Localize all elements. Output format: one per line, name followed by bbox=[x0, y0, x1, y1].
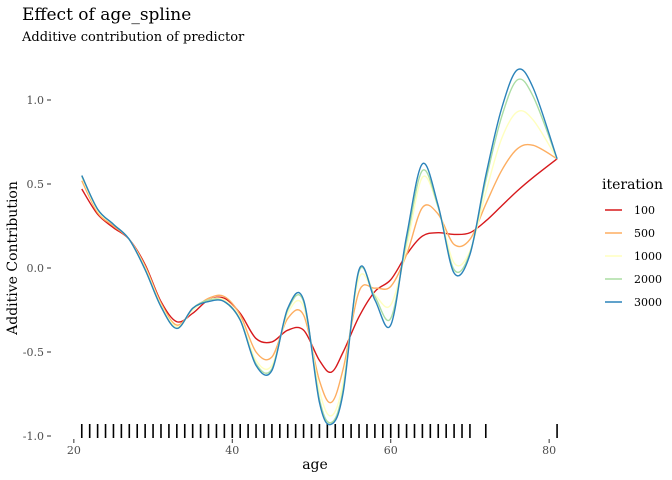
y-tick-label: -1.0 bbox=[23, 430, 44, 443]
legend-label-3000: 3000 bbox=[634, 296, 662, 309]
y-tick-label: 0.0 bbox=[27, 262, 45, 275]
series-line-1000 bbox=[81, 109, 558, 417]
series-line-2000 bbox=[81, 78, 558, 424]
x-axis-title: age bbox=[302, 457, 328, 473]
x-axis: 20 40 60 80 bbox=[67, 439, 556, 457]
y-tick-label: 1.0 bbox=[27, 94, 45, 107]
y-tick-label: -0.5 bbox=[23, 346, 44, 359]
x-tick-label: 40 bbox=[225, 444, 239, 457]
legend-label-2000: 2000 bbox=[634, 273, 662, 286]
rug-marks bbox=[80, 424, 558, 438]
x-tick-label: 60 bbox=[384, 444, 398, 457]
series-line-100 bbox=[81, 158, 558, 374]
legend-label-500: 500 bbox=[634, 227, 655, 240]
y-axis-title: Additive Contribution bbox=[5, 181, 21, 336]
series-line-500 bbox=[81, 143, 558, 404]
series-line-3000 bbox=[81, 68, 558, 426]
legend-label-100: 100 bbox=[634, 204, 655, 217]
x-tick-label: 80 bbox=[542, 444, 556, 457]
y-tick-label: 0.5 bbox=[27, 178, 45, 191]
legend: iteration 100 500 1000 2000 3000 bbox=[602, 177, 663, 309]
series-lines bbox=[81, 68, 558, 426]
chart-title: Effect of age_spline bbox=[22, 5, 191, 25]
legend-title: iteration bbox=[602, 177, 663, 193]
legend-label-1000: 1000 bbox=[634, 250, 662, 263]
x-tick-label: 20 bbox=[67, 444, 81, 457]
chart-subtitle: Additive contribution of predictor bbox=[21, 30, 245, 45]
y-axis: -1.0 -0.5 0.0 0.5 1.0 bbox=[23, 94, 51, 443]
